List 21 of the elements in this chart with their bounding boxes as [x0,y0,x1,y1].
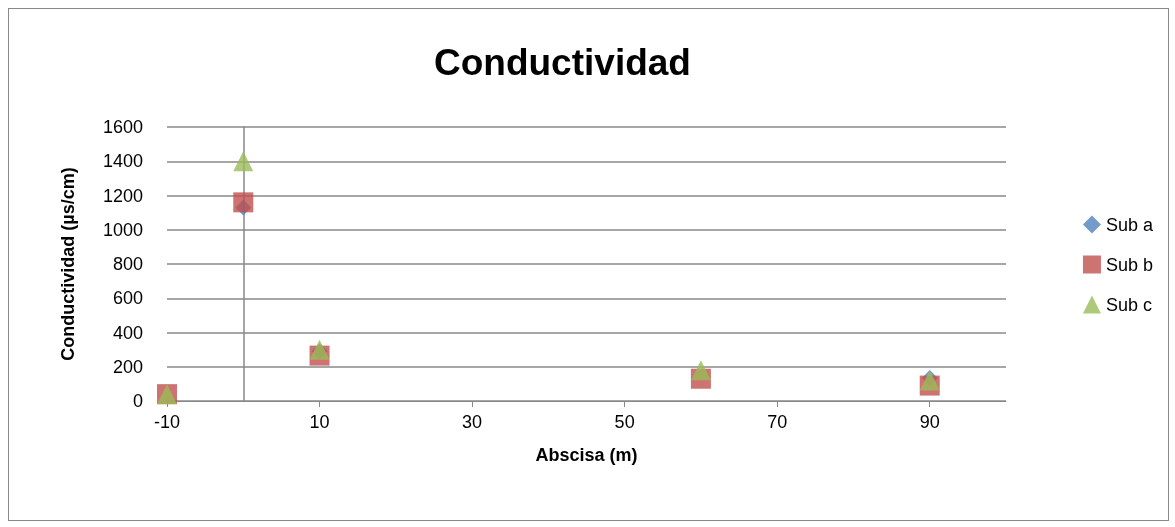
y-tick-label: 1600 [102,117,143,137]
y-tick-label: 600 [112,288,143,309]
y-tick-label: 0 [132,391,143,411]
x-axis-title: Abscisa (m) [535,445,638,465]
y-tick-label: 1000 [102,219,143,240]
y-tick-label: 1400 [102,151,143,172]
chart-title: Conductividad [434,42,691,83]
x-tick-label: 10 [309,412,330,432]
y-axis-title: Conductividad (µs/cm) [58,167,78,361]
x-tick-label: -10 [153,412,181,432]
y-tick-label: 400 [112,322,143,343]
x-tick-label: 70 [767,412,788,432]
x-tick-label: 30 [462,412,483,432]
y-tick-label: 200 [112,356,143,377]
y-tick-label: 800 [112,254,143,274]
x-tick-label: 90 [919,412,940,432]
legend-label: Sub a [1105,214,1154,235]
legend-label: Sub c [1105,294,1152,315]
y-tick-label: 1200 [102,185,143,206]
x-tick-label: 50 [614,412,635,432]
legend-label: Sub b [1105,254,1154,275]
